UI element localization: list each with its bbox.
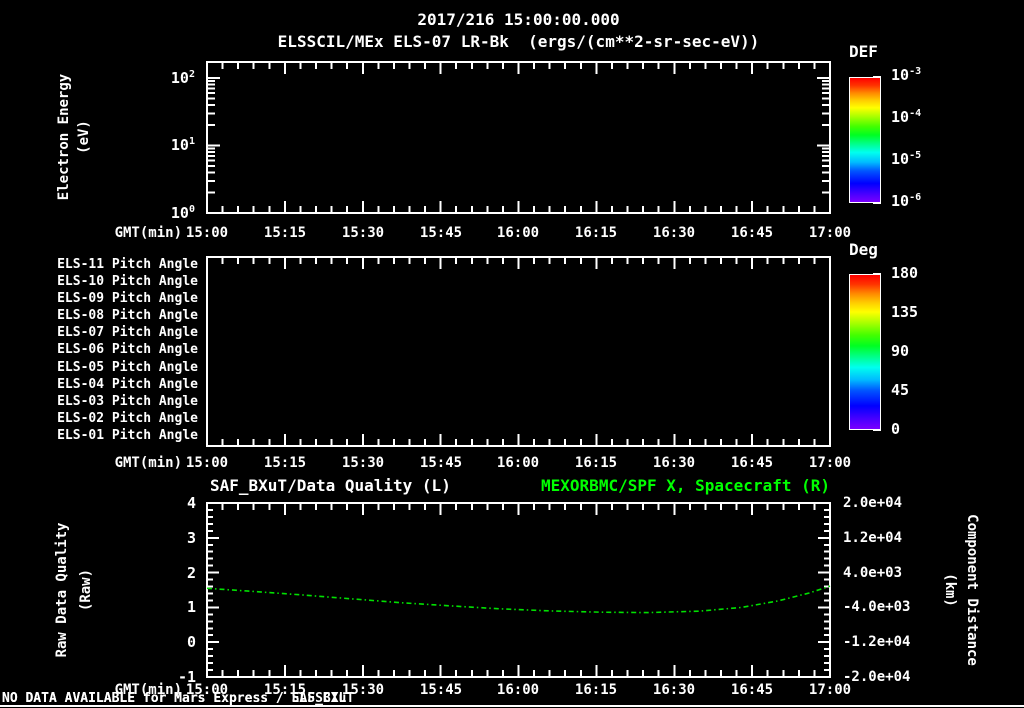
pitch-row-label: ELS-02 Pitch Angle [57, 411, 198, 426]
quality-axis-unit: (Raw) [78, 568, 94, 612]
colorbar-def-title: DEF [849, 42, 878, 61]
x-tick-label: 15:30 [341, 455, 385, 471]
distance-y-tick: 4.0e+03 [843, 565, 903, 581]
x-tick-label: 15:45 [419, 682, 463, 698]
energy-y-tick: 100 [170, 204, 195, 222]
x-tick-label: 16:45 [730, 225, 774, 241]
energy-y-tick: 101 [170, 136, 195, 154]
pitch-row-label: ELS-01 Pitch Angle [57, 428, 198, 443]
pitch-row-label: ELS-03 Pitch Angle [57, 394, 198, 409]
pitch-row-label: ELS-11 Pitch Angle [57, 257, 198, 272]
quality-y-tick: 0 [186, 633, 196, 651]
x-tick-label: 15:30 [341, 682, 385, 698]
energy-axis-label: Electron Energy [56, 73, 72, 201]
x-tick-label: 17:00 [808, 225, 852, 241]
distance-y-tick: -1.2e+04 [843, 634, 911, 650]
distance-axis-unit: (km) [942, 573, 958, 607]
spacecraft-distance-line [206, 585, 831, 614]
energy-y-tick: 102 [170, 69, 195, 87]
pitch-row-label: ELS-09 Pitch Angle [57, 291, 198, 306]
distance-y-tick: -2.0e+04 [843, 669, 911, 685]
colorbar-deg-tick: 180 [891, 264, 919, 282]
x-axis-caption: GMT(min) [114, 455, 182, 471]
colorbar-def-tick: 10-5 [891, 150, 922, 168]
no-data-message: NO DATA AVAILABLE for Mars Express / SAF… [2, 691, 355, 706]
pitch-row-label: ELS-06 Pitch Angle [57, 342, 198, 357]
colorbar-deg [849, 274, 881, 430]
colorbar-def-tick: 10-4 [891, 108, 922, 126]
x-tick-label: 16:45 [730, 682, 774, 698]
x-tick-label: 16:00 [496, 225, 540, 241]
bottom-panel-right-title: MEXORBMC/SPF X, Spacecraft (R) [541, 476, 830, 495]
distance-y-tick: 1.2e+04 [843, 530, 903, 546]
x-tick-label: 16:30 [652, 225, 696, 241]
x-tick-label: 15:15 [263, 682, 307, 698]
quality-y-tick: 2 [186, 564, 196, 582]
quality-y-tick: 3 [186, 529, 196, 547]
energy-axis-unit: (eV) [76, 120, 92, 154]
x-tick-label: 16:00 [496, 455, 540, 471]
quality-axis-label: Raw Data Quality [54, 522, 70, 658]
pitch-row-label: ELS-10 Pitch Angle [57, 274, 198, 289]
distance-y-tick: -4.0e+03 [843, 599, 911, 615]
x-tick-label: 15:30 [341, 225, 385, 241]
pitch-row-label: ELS-08 Pitch Angle [57, 308, 198, 323]
x-tick-label: 15:15 [263, 225, 307, 241]
pitch-row-label: ELS-07 Pitch Angle [57, 325, 198, 340]
x-tick-label: 16:15 [574, 455, 618, 471]
pitch-row-label: ELS-05 Pitch Angle [57, 360, 198, 375]
x-tick-label: 15:00 [185, 225, 229, 241]
page-title: 2017/216 15:00:00.000 [417, 10, 620, 29]
colorbar-def [849, 77, 881, 203]
quality-y-tick: 1 [186, 598, 196, 616]
colorbar-def-tick: 10-6 [891, 192, 922, 210]
x-tick-label: 15:00 [185, 682, 229, 698]
bottom-panel-left-title: SAF_BXuT/Data Quality (L) [210, 476, 451, 495]
clipped-bottom-line [0, 705, 1024, 707]
x-tick-label: 17:00 [808, 682, 852, 698]
x-axis-caption: GMT(min) [114, 682, 182, 698]
colorbar-deg-tick: 45 [891, 381, 910, 399]
page-subtitle: ELSSCIL/MEx ELS-07 LR-Bk (ergs/(cm**2-sr… [277, 32, 760, 51]
quality-y-tick: -1 [177, 668, 196, 686]
x-axis-caption: GMT(min) [114, 225, 182, 241]
x-tick-label: 15:45 [419, 455, 463, 471]
x-tick-label: 16:30 [652, 682, 696, 698]
colorbar-deg-title: Deg [849, 240, 878, 259]
x-tick-label: 15:00 [185, 455, 229, 471]
x-tick-label: 16:00 [496, 682, 540, 698]
x-tick-label: 15:15 [263, 455, 307, 471]
pitch-row-label: ELS-04 Pitch Angle [57, 377, 198, 392]
x-tick-label: 16:30 [652, 455, 696, 471]
distance-y-tick: 2.0e+04 [843, 495, 903, 511]
colorbar-deg-tick: 0 [891, 420, 901, 438]
x-tick-label: 16:15 [574, 225, 618, 241]
colorbar-deg-tick: 90 [891, 342, 910, 360]
no-data-message: NO DATA AVAILABLE for Mars Express / ELS… [2, 691, 347, 706]
x-tick-label: 16:15 [574, 682, 618, 698]
x-tick-label: 16:45 [730, 455, 774, 471]
distance-axis-label: Component Distance [964, 514, 980, 666]
x-tick-label: 17:00 [808, 455, 852, 471]
colorbar-def-tick: 10-3 [891, 66, 922, 84]
colorbar-deg-tick: 135 [891, 303, 919, 321]
x-tick-label: 15:45 [419, 225, 463, 241]
quality-y-tick: 4 [186, 494, 196, 512]
